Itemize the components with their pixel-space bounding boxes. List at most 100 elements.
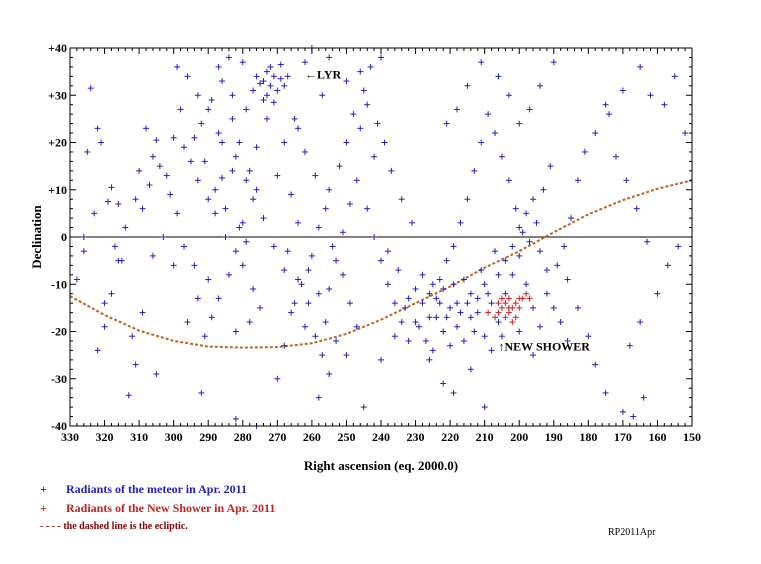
meteor-radiant-point [644, 238, 651, 245]
meteor-radiant-point [153, 371, 160, 378]
y-tick-label: -30 [51, 372, 67, 386]
meteor-radiant-point [516, 224, 523, 231]
legend-ecliptic: - - - - the dashed line is the ecliptic. [40, 521, 188, 532]
meteor-radiant-point [122, 224, 129, 231]
legend-meteor-label: Radiants of the meteor in Apr. 2011 [66, 482, 248, 496]
meteor-radiant-point [205, 106, 212, 113]
meteor-radiant-point [474, 309, 481, 316]
meteor-radiant-point [156, 163, 163, 170]
meteor-radiant-point [194, 295, 201, 302]
meteor-radiant-point [464, 196, 471, 203]
meteor-radiant-point [454, 300, 461, 307]
meteor-radiant-point [357, 68, 364, 75]
meteor-radiant-point [229, 92, 236, 99]
meteor-radiant-point [132, 361, 139, 368]
meteor-radiant-point [353, 177, 360, 184]
meteor-radiant-point [505, 92, 512, 99]
x-tick-label: 190 [545, 430, 563, 444]
meteor-radiant-point [606, 111, 613, 118]
meteor-radiant-point [288, 309, 295, 316]
meteor-radiant-point [395, 267, 402, 274]
meteor-radiant-point [312, 172, 319, 179]
meteor-radiant-point [232, 328, 239, 335]
meteor-radiant-point [450, 243, 457, 250]
meteor-radiant-point [143, 125, 150, 132]
meteor-radiant-point [301, 323, 308, 330]
meteor-radiant-point [322, 319, 329, 326]
meteor-radiant-point [80, 248, 87, 255]
meteor-radiant-point [536, 323, 543, 330]
x-tick-label: 160 [648, 430, 666, 444]
new-shower-radiant-point [509, 319, 516, 326]
new-shower-radiant-point [502, 300, 509, 307]
y-tick-label: -40 [51, 419, 67, 433]
meteor-radiant-point [364, 205, 371, 212]
meteor-radiant-point [263, 92, 270, 99]
meteor-radiant-point [619, 408, 626, 415]
meteor-radiant-point [267, 63, 274, 70]
meteor-radiant-point [433, 314, 440, 321]
meteor-radiant-point [225, 54, 232, 61]
meteor-radiant-point [170, 262, 177, 269]
meteor-radiant-point [260, 78, 267, 85]
meteor-radiant-point [191, 262, 198, 269]
x-tick-label: 230 [407, 430, 425, 444]
meteor-radiant-point [243, 177, 250, 184]
meteor-radiant-point [84, 148, 91, 155]
meteor-radiant-point [426, 290, 433, 297]
meteor-radiant-point [219, 139, 226, 146]
meteor-radiant-point [664, 262, 671, 269]
meteor-radiant-point [536, 82, 543, 89]
meteor-radiant-point [371, 153, 378, 160]
meteor-radiant-point [219, 174, 226, 181]
meteor-radiant-point [270, 73, 277, 80]
meteor-radiant-point [530, 304, 537, 311]
meteor-radiant-point [326, 285, 333, 292]
meteor-radiant-point [436, 276, 443, 283]
meteor-radiant-point [215, 130, 222, 137]
meteor-radiant-point [236, 139, 243, 146]
axes: 330 320 310 300 290 280 270 260 250 240 230 220 210 2… [29, 41, 701, 473]
meteor-radiant-point [295, 125, 302, 132]
new-shower-radiant-point [485, 309, 492, 316]
meteor-radiant-point [281, 82, 288, 89]
meteor-radiant-point [257, 304, 264, 311]
meteor-radiant-point [429, 347, 436, 354]
meteor-radiant-point [526, 106, 533, 113]
meteor-radiant-point [623, 177, 630, 184]
meteor-radiant-point [125, 392, 132, 399]
meteor-radiant-point [243, 106, 250, 113]
meteor-radiant-point [384, 281, 391, 288]
meteor-radiant-point [222, 205, 229, 212]
meteor-radiant-point [388, 167, 395, 174]
meteor-radiant-point [467, 366, 474, 373]
meteor-radiant-point [384, 248, 391, 255]
meteor-radiant-point [481, 281, 488, 288]
meteor-radiant-point [612, 153, 619, 160]
meteor-radiant-point [564, 276, 571, 283]
meteor-radiant-point [485, 290, 492, 297]
meteor-radiant-point [160, 234, 167, 240]
x-tick-label: 250 [337, 430, 355, 444]
meteor-radiant-point [153, 137, 160, 144]
meteor-radiant-point [464, 82, 471, 89]
meteor-radiant-point [322, 205, 329, 212]
meteor-radiant-point [194, 92, 201, 99]
meteor-radiant-point [215, 63, 222, 70]
meteor-radiant-point [647, 92, 654, 99]
meteor-radiant-point [450, 281, 457, 288]
meteor-radiant-point [592, 130, 599, 137]
meteor-radiant-point [675, 243, 682, 250]
meteor-radiant-point [422, 337, 429, 344]
meteor-radiant-point [239, 262, 246, 269]
meteor-radiant-point [416, 323, 423, 330]
meteor-radiant-point [281, 139, 288, 146]
ecliptic-line [69, 179, 693, 349]
meteor-radiant-point [360, 404, 367, 411]
meteor-radiant-point [378, 54, 384, 61]
new-shower-radiant-point [502, 314, 509, 321]
meteor-radiant-point [205, 196, 212, 203]
x-tick-label: 200 [510, 430, 528, 444]
meteor-radiant-point [174, 63, 181, 70]
meteor-radiant-point [181, 243, 188, 250]
